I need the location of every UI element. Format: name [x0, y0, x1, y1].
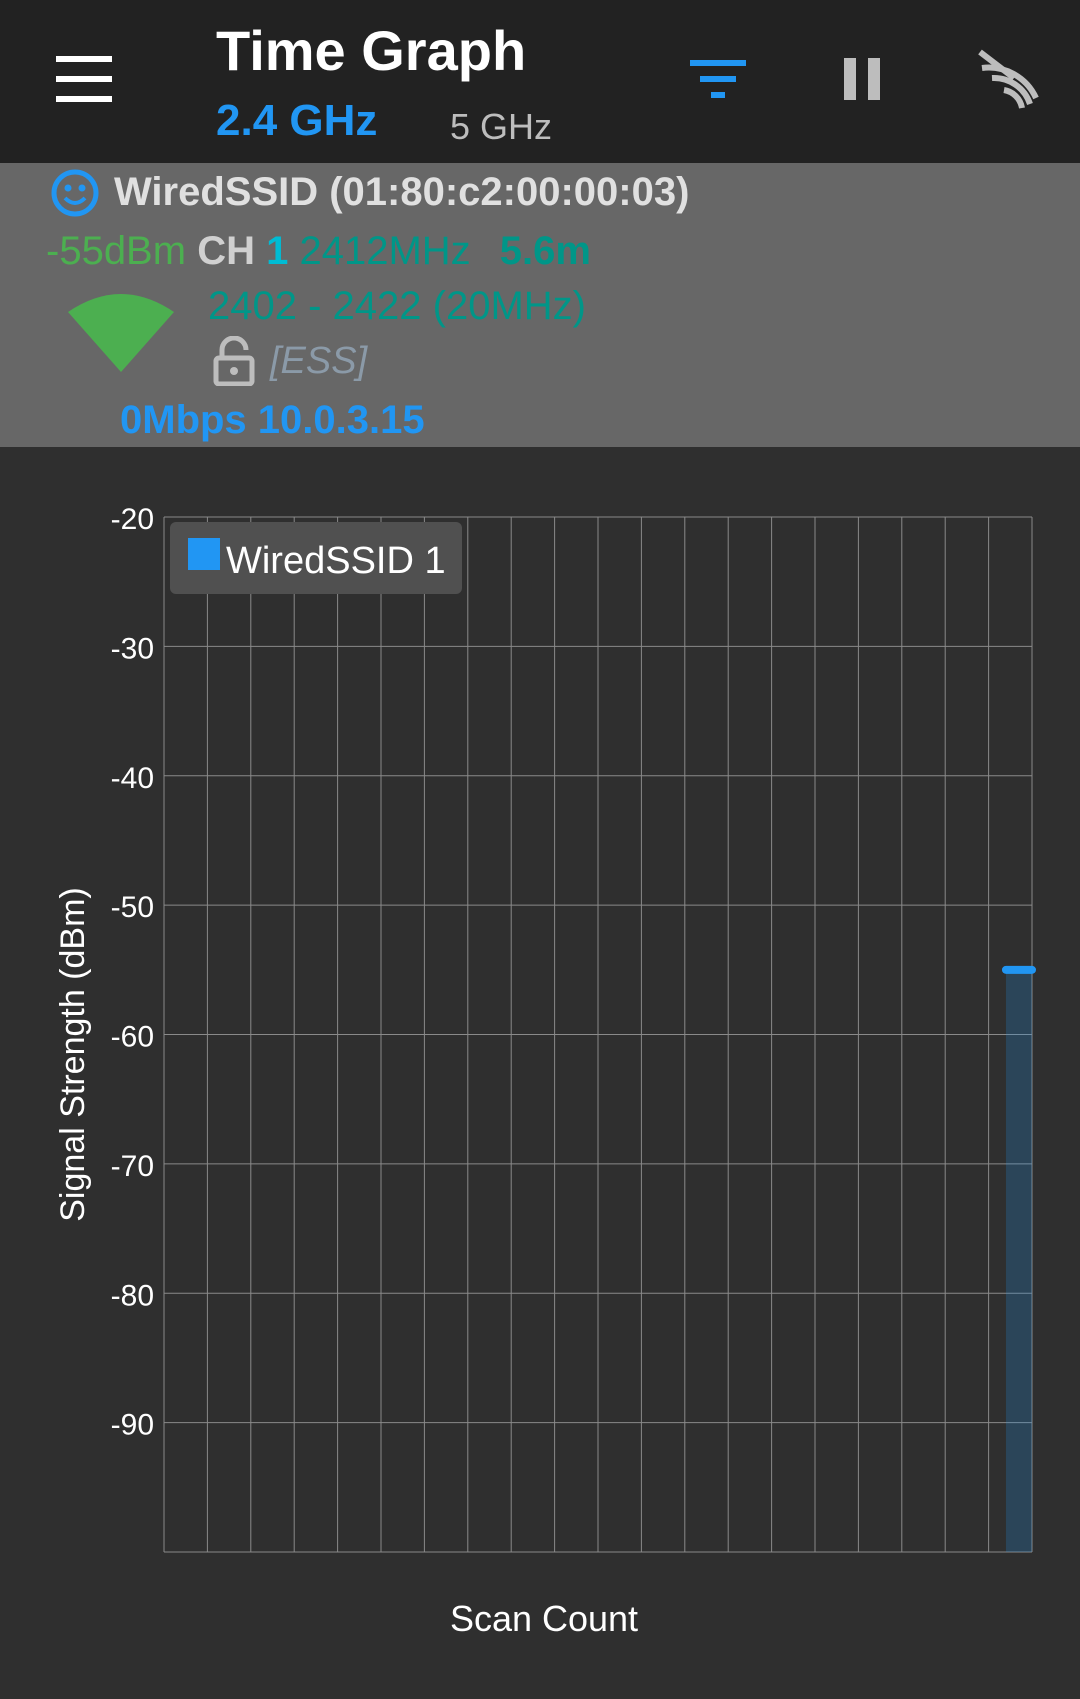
- ap-status: [50, 168, 100, 218]
- y-tick-label: -70: [111, 1150, 154, 1183]
- y-tick-label: -30: [111, 632, 154, 665]
- ap-channel-range: 2402 - 2422 (20MHz): [208, 284, 586, 328]
- ap-link-info: 0Mbps 10.0.3.15: [120, 398, 425, 442]
- wifi-off-icon: [978, 49, 1039, 109]
- wifi-signal-wedge-icon: [68, 294, 174, 372]
- y-tick-label: -90: [111, 1409, 154, 1442]
- hamburger-menu-icon: [56, 56, 112, 62]
- band-5ghz-tab[interactable]: 5 GHz: [450, 106, 553, 147]
- ap-signal-strength: [66, 288, 176, 376]
- y-tick-label: -40: [111, 762, 154, 795]
- smiley-face-icon: [51, 169, 99, 217]
- ap-security: [212, 335, 256, 387]
- y-tick-label: -80: [111, 1279, 154, 1312]
- ap-frequency: 2412MHz: [299, 229, 471, 273]
- pause-icon: [844, 58, 880, 100]
- y-tick-label: -60: [111, 1021, 154, 1054]
- legend-swatch: [188, 538, 220, 570]
- menu-button[interactable]: [52, 52, 116, 106]
- ap-distance: 5.6m: [499, 229, 591, 273]
- ap-ssid: WiredSSID (01:80:c2:00:00:03): [114, 170, 690, 214]
- time-graph-chart: -20 -30 -40 -50 -60 -70 -80 -90 Signal Strength …: [54, 503, 1036, 1639]
- y-axis-title: Signal Strength (dBm): [54, 887, 92, 1222]
- unlocked-padlock-icon: [213, 335, 255, 387]
- band-2-4ghz-tab[interactable]: 2.4 GHz: [216, 96, 378, 145]
- legend-label: WiredSSID 1: [226, 540, 446, 582]
- app-toolbar: [0, 0, 1080, 163]
- series-area: [1005, 969, 1032, 1552]
- filter-icon: [690, 60, 746, 98]
- ap-signal-level: -55dBm: [46, 229, 187, 273]
- pause-button[interactable]: [842, 56, 882, 102]
- hamburger-menu-icon-line: [56, 76, 112, 82]
- ap-signal-row: -55dBm CH 1 2412MHz 5.6m: [46, 229, 591, 274]
- hamburger-menu-icon-line: [56, 96, 112, 102]
- filter-button[interactable]: [690, 58, 750, 102]
- y-tick-label: -20: [111, 503, 154, 536]
- access-point-panel[interactable]: [0, 163, 1080, 447]
- ap-channel-label: CH: [197, 229, 255, 273]
- x-axis-title: Scan Count: [450, 1598, 638, 1639]
- ap-capabilities: [ESS]: [270, 340, 368, 382]
- wifi-toggle-button[interactable]: [978, 48, 1040, 110]
- chart-legend: WiredSSID 1: [170, 522, 462, 594]
- ap-channel: 1: [266, 229, 289, 273]
- y-tick-label: -50: [111, 891, 154, 924]
- page-title: Time Graph: [216, 19, 527, 82]
